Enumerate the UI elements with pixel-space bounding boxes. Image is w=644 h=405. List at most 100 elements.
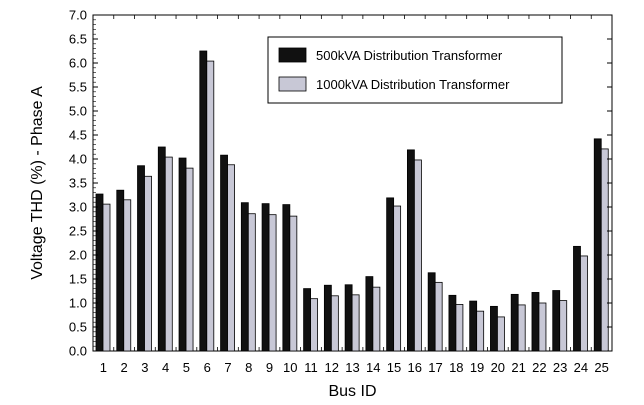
bar-500kva-bus-23 (552, 290, 561, 352)
bar-1000kva-bus-11 (310, 298, 319, 352)
y-tick-label: 1.5 (69, 272, 87, 287)
x-tick-label-bus-20: 20 (491, 360, 505, 375)
bar-500kva-bus-24 (573, 245, 581, 352)
x-tick-label-bus-10: 10 (283, 360, 297, 375)
bar-1000kva-bus-1 (102, 203, 111, 352)
bar-500kva-bus-5 (178, 157, 187, 352)
y-tick-label: 2.0 (69, 248, 87, 263)
legend-label-2: 1000kVA Distribution Transformer (316, 77, 510, 92)
bar-1000kva-bus-6 (206, 60, 215, 352)
bar-1000kva-bus-7 (227, 164, 235, 352)
x-tick-label-bus-24: 24 (574, 360, 588, 375)
bar-1000kva-bus-25 (600, 148, 609, 352)
bar-500kva-bus-6 (199, 50, 208, 352)
x-tick-label-bus-2: 2 (121, 360, 128, 375)
x-tick-label-bus-6: 6 (204, 360, 211, 375)
bar-1000kva-bus-3 (144, 175, 152, 352)
bar-1000kva-bus-12 (330, 295, 339, 352)
bar-1000kva-bus-9 (268, 214, 277, 352)
legend: 500kVA Distribution Transformer 1000kVA D… (267, 36, 563, 104)
bar-1000kva-bus-10 (289, 215, 298, 352)
bar-500kva-bus-13 (344, 284, 353, 352)
y-tick-label: 0.0 (69, 344, 87, 359)
bar-500kva-bus-10 (282, 204, 291, 352)
bar-500kva-bus-19 (469, 300, 478, 352)
y-tick-label: 4.5 (69, 128, 87, 143)
x-tick-label-bus-7: 7 (224, 360, 231, 375)
bar-1000kva-bus-4 (164, 156, 173, 352)
x-tick-label-bus-1: 1 (100, 360, 107, 375)
bar-500kva-bus-8 (240, 202, 249, 352)
x-tick-label-bus-13: 13 (345, 360, 359, 375)
y-tick-label: 3.5 (69, 176, 87, 191)
bar-500kva-bus-21 (510, 293, 519, 352)
bar-500kva-bus-3 (137, 165, 145, 352)
bar-1000kva-bus-18 (455, 304, 464, 352)
y-tick-label: 2.5 (69, 224, 87, 239)
x-tick-label-bus-18: 18 (449, 360, 463, 375)
x-tick-label-bus-8: 8 (245, 360, 252, 375)
bar-1000kva-bus-24 (580, 255, 588, 352)
y-tick-label: 7.0 (69, 8, 87, 23)
bar-500kva-bus-2 (116, 189, 125, 352)
legend-box (267, 36, 563, 104)
x-axis-title: Bus ID (328, 383, 376, 400)
bar-1000kva-bus-8 (247, 213, 256, 352)
x-tick-label-bus-23: 23 (553, 360, 567, 375)
x-tick-label-bus-21: 21 (511, 360, 525, 375)
legend-label-1: 500kVA Distribution Transformer (316, 48, 503, 63)
bar-1000kva-bus-21 (517, 304, 526, 352)
x-tick-label-bus-19: 19 (470, 360, 484, 375)
bar-1000kva-bus-20 (497, 316, 505, 352)
x-tick-label-bus-14: 14 (366, 360, 380, 375)
bar-500kva-bus-15 (386, 197, 395, 352)
bar-500kva-bus-20 (490, 305, 498, 352)
legend-swatch-1 (278, 47, 307, 63)
bar-1000kva-bus-23 (559, 300, 568, 352)
x-tick-label-bus-22: 22 (532, 360, 546, 375)
axes-layer: 0.0 0.5 1.0 1.5 2.0 2.5 3.0 3.5 4.0 4.5 5.0 5.5 6.0 6… (69, 8, 612, 375)
x-tick-label-bus-4: 4 (162, 360, 169, 375)
y-tick-label: 3.0 (69, 200, 87, 215)
bar-1000kva-bus-2 (123, 199, 132, 352)
y-tick-label: 1.0 (69, 296, 87, 311)
bar-1000kva-bus-13 (351, 294, 360, 352)
x-tick-label-bus-25: 25 (594, 360, 608, 375)
bar-1000kva-bus-14 (372, 286, 381, 352)
x-tick-label-bus-12: 12 (325, 360, 339, 375)
y-tick-label: 5.0 (69, 104, 87, 119)
legend-swatch-2 (278, 76, 307, 92)
bar-500kva-bus-11 (303, 288, 312, 352)
bar-500kva-bus-7 (220, 154, 228, 352)
x-tick-label-bus-11: 11 (304, 360, 318, 375)
bar-500kva-bus-4 (157, 146, 166, 352)
bar-500kva-bus-17 (427, 272, 436, 352)
bar-1000kva-bus-5 (185, 167, 194, 352)
bar-1000kva-bus-19 (476, 310, 485, 352)
bar-1000kva-bus-17 (434, 281, 443, 352)
x-tick-label-bus-15: 15 (387, 360, 401, 375)
bar-1000kva-bus-16 (413, 159, 422, 352)
bar-500kva-bus-14 (365, 276, 374, 352)
x-tick-label-bus-16: 16 (408, 360, 422, 375)
y-tick-label: 6.0 (69, 56, 87, 71)
x-tick-label-bus-3: 3 (141, 360, 148, 375)
y-tick-label: 5.5 (69, 80, 87, 95)
x-tick-label-bus-5: 5 (183, 360, 190, 375)
x-tick-label-bus-17: 17 (428, 360, 442, 375)
bars-layer (95, 50, 609, 352)
bar-500kva-bus-25 (593, 138, 602, 352)
y-axis-title: Voltage THD (%) - Phase A (29, 86, 46, 280)
bar-500kva-bus-16 (406, 149, 415, 352)
bar-500kva-bus-18 (448, 294, 457, 352)
y-tick-label: 6.5 (69, 32, 87, 47)
bar-1000kva-bus-15 (393, 205, 402, 352)
x-tick-label-bus-9: 9 (266, 360, 273, 375)
bar-500kva-bus-22 (531, 292, 540, 352)
bar-500kva-bus-9 (261, 203, 270, 352)
y-tick-label: 4.0 (69, 152, 87, 167)
y-tick-label: 0.5 (69, 320, 87, 335)
bar-500kva-bus-12 (323, 284, 332, 352)
